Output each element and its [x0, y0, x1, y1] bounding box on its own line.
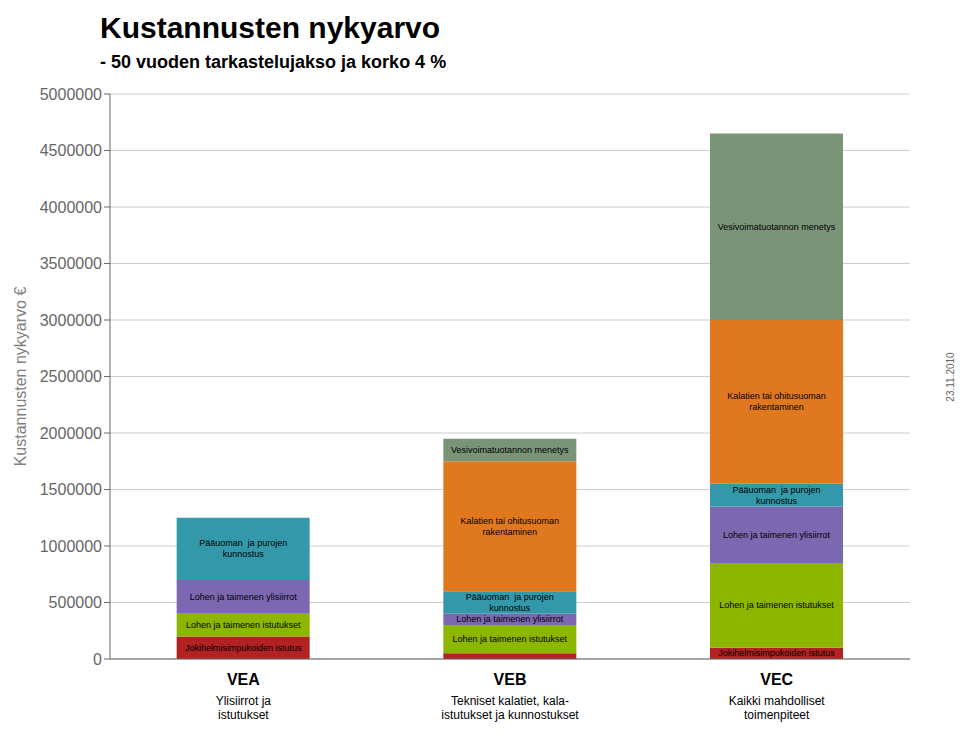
svg-text:Jokihelmisimpukoiden istutus: Jokihelmisimpukoiden istutus	[185, 643, 302, 653]
svg-text:2000000: 2000000	[40, 425, 102, 442]
svg-text:Pääuoman ja purojenkunnostus: Pääuoman ja purojenkunnostus	[466, 592, 554, 613]
svg-text:VEA: VEA	[227, 671, 260, 688]
svg-text:Lohen ja taimenen istutukset: Lohen ja taimenen istutukset	[453, 634, 568, 644]
html-text:23.11.2010: 23.11.2010	[945, 352, 956, 402]
html-text:Kustannusten nykyarvo: Kustannusten nykyarvo	[100, 11, 441, 44]
svg-text:Pääuoman ja purojenkunnostus: Pääuoman ja purojenkunnostus	[199, 538, 287, 559]
svg-text:3000000: 3000000	[40, 312, 102, 329]
svg-text:Pääuoman ja purojenkunnostus: Pääuoman ja purojenkunnostus	[732, 485, 820, 506]
svg-text:5000000: 5000000	[40, 86, 102, 103]
svg-text:VEC: VEC	[760, 671, 793, 688]
svg-text:VEB: VEB	[494, 671, 527, 688]
svg-text:4000000: 4000000	[40, 199, 102, 216]
svg-text:Kaikki mahdolliset: Kaikki mahdolliset	[729, 694, 826, 708]
svg-text:Lohen ja taimenen ylisiirrot: Lohen ja taimenen ylisiirrot	[190, 592, 298, 602]
svg-text:500000: 500000	[49, 594, 102, 611]
svg-text:Vesivoimatuotannon menetys: Vesivoimatuotannon menetys	[451, 445, 569, 455]
svg-text:1000000: 1000000	[40, 538, 102, 555]
svg-text:2500000: 2500000	[40, 368, 102, 385]
svg-text:Jokihelmisimpukoiden istutus: Jokihelmisimpukoiden istutus	[718, 648, 835, 658]
svg-text:Kalatien tai ohitusuomanrakent: Kalatien tai ohitusuomanrakentaminen	[461, 516, 560, 537]
svg-text:Kalatien tai ohitusuomanrakent: Kalatien tai ohitusuomanrakentaminen	[727, 391, 826, 412]
svg-text:Lohen ja taimenen istutukset: Lohen ja taimenen istutukset	[186, 620, 301, 630]
svg-text:Tekniset kalatiet, kala-: Tekniset kalatiet, kala-	[451, 694, 569, 708]
svg-text:0: 0	[93, 651, 102, 668]
svg-text:Kustannusten nykyarvo €: Kustannusten nykyarvo €	[12, 287, 29, 467]
svg-text:4500000: 4500000	[40, 142, 102, 159]
svg-text:Lohen ja taimenen ylisiirrot: Lohen ja taimenen ylisiirrot	[456, 614, 564, 624]
svg-text:Lohen ja taimenen ylisiirrot: Lohen ja taimenen ylisiirrot	[723, 530, 831, 540]
svg-text:istutukset ja kunnostukset: istutukset ja kunnostukset	[441, 708, 579, 722]
svg-text:Ylisiirrot ja: Ylisiirrot ja	[216, 694, 272, 708]
svg-text:istutukset: istutukset	[218, 708, 269, 722]
svg-text:toimenpiteet: toimenpiteet	[744, 708, 810, 722]
svg-text:3500000: 3500000	[40, 255, 102, 272]
html-text:- 50 vuoden tarkastelujakso ja: - 50 vuoden tarkastelujakso ja korko 4 %	[100, 52, 447, 72]
svg-text:1500000: 1500000	[40, 481, 102, 498]
svg-text:Lohen ja taimenen istutukset: Lohen ja taimenen istutukset	[719, 600, 834, 610]
svg-text:Vesivoimatuotannon menetys: Vesivoimatuotannon menetys	[718, 222, 836, 232]
